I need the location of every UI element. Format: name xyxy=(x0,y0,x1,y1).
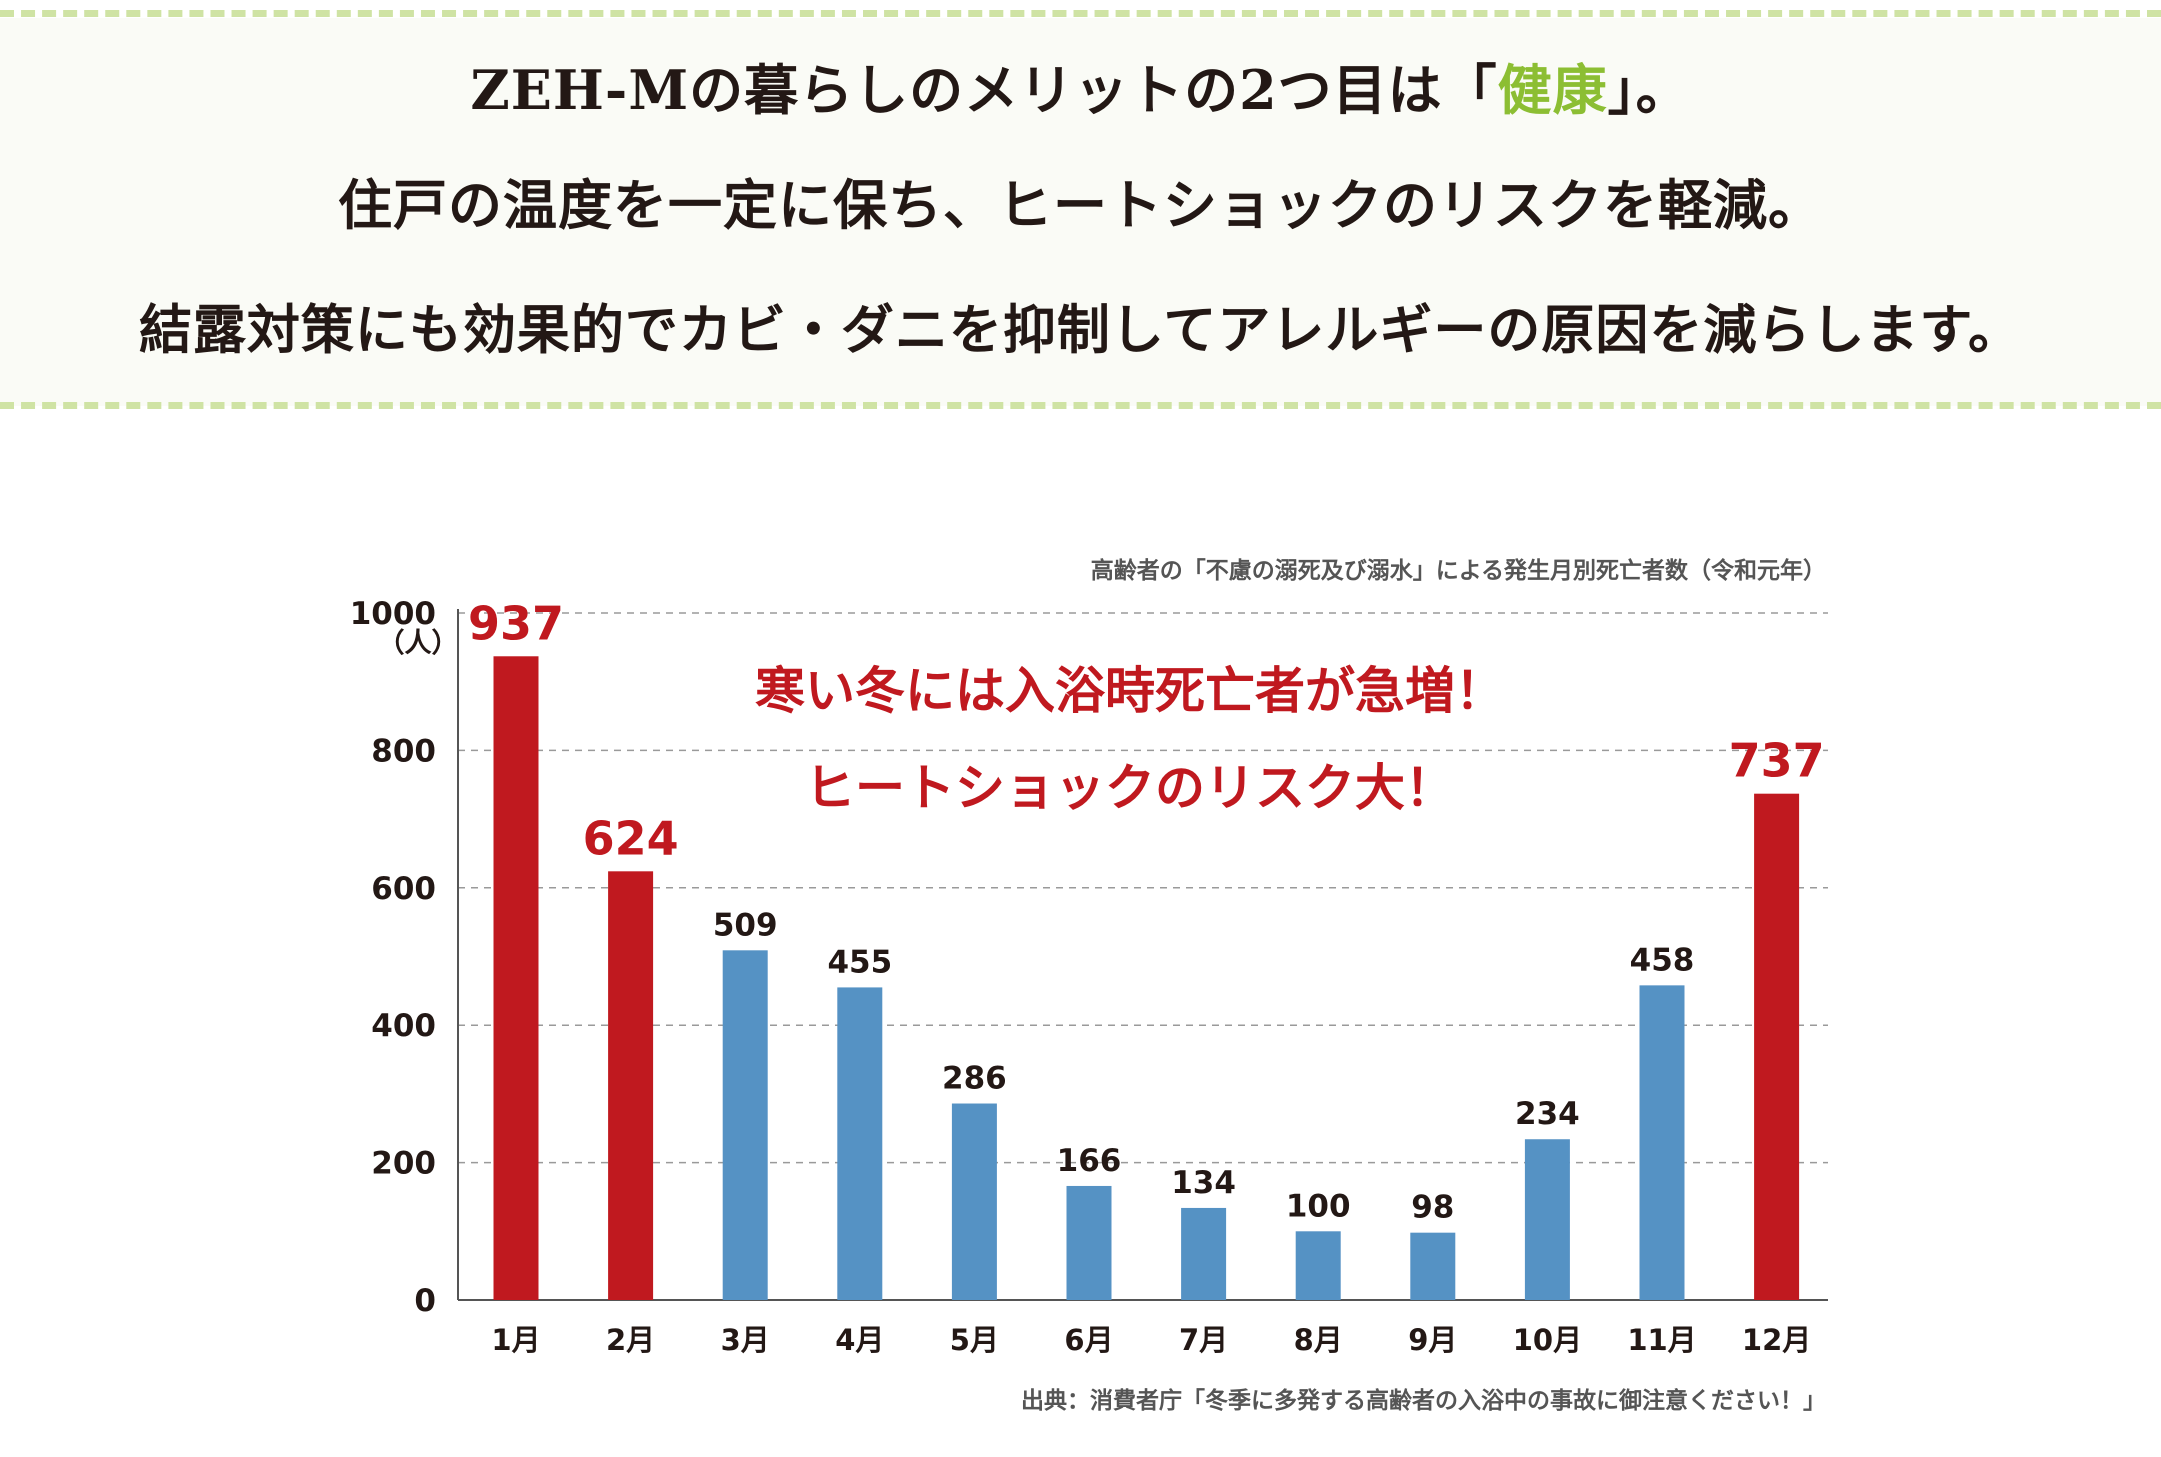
y-tick-label: 0 xyxy=(414,1283,436,1319)
y-tick-label: 800 xyxy=(371,733,436,769)
headline-accent-health: 健康 xyxy=(1497,58,1608,122)
x-tick-label: 1月 xyxy=(491,1323,540,1357)
bar xyxy=(1754,793,1800,1300)
x-tick-label: 10月 xyxy=(1513,1323,1582,1357)
bar xyxy=(1066,1185,1112,1300)
bar xyxy=(1524,1139,1570,1300)
bar-value-label: 737 xyxy=(1729,734,1825,788)
annotation-line-1: 寒い冬には入浴時死亡者が急増！ xyxy=(755,662,1505,720)
bar xyxy=(1639,985,1685,1300)
y-tick-label: 600 xyxy=(371,871,436,907)
bar xyxy=(608,871,654,1300)
headline-line-1: ZEH-Mの暮らしのメリットの2つ目は「健康」。 xyxy=(0,55,2161,125)
annotation-line-2: ヒートショックのリスク大！ xyxy=(805,759,1455,817)
x-tick-label: 12月 xyxy=(1742,1323,1811,1357)
bar-value-label: 624 xyxy=(583,811,679,865)
headline-band xyxy=(0,18,2161,406)
bar xyxy=(1410,1232,1456,1300)
bar-value-label: 455 xyxy=(827,944,892,980)
chart-source-note: 出典：消費者庁「冬季に多発する高齢者の入浴中の事故に御注意ください！」 xyxy=(1021,1387,1826,1414)
chart-title: 高齢者の「不慮の溺死及び溺水」による発生月別死亡者数（令和元年） xyxy=(1091,557,1826,584)
x-tick-label: 7月 xyxy=(1179,1323,1228,1357)
y-tick-label: 200 xyxy=(371,1146,436,1182)
bar xyxy=(951,1103,997,1300)
x-tick-label: 3月 xyxy=(721,1323,770,1357)
bar xyxy=(1295,1231,1341,1300)
y-axis-unit-label: （人） xyxy=(378,628,459,659)
bottom-dashed-divider xyxy=(0,402,2161,409)
top-dashed-divider xyxy=(0,10,2161,17)
bar-value-label: 166 xyxy=(1057,1143,1122,1179)
x-tick-label: 2月 xyxy=(606,1323,655,1357)
bar-value-label: 286 xyxy=(942,1061,1007,1097)
headline-line-1-end: 」。 xyxy=(1607,58,1691,122)
x-tick-label: 5月 xyxy=(950,1323,999,1357)
headline-line-2: 住戸の温度を一定に保ち、ヒートショックのリスクを軽減。 xyxy=(338,173,1823,237)
x-tick-label: 11月 xyxy=(1627,1323,1696,1357)
x-tick-label: 4月 xyxy=(835,1323,884,1357)
y-tick-label: 400 xyxy=(371,1008,436,1044)
x-tick-label: 9月 xyxy=(1408,1323,1457,1357)
bar xyxy=(493,656,539,1300)
headline-line-1-text: ZEH-Mの暮らしのメリットの2つ目は「 xyxy=(470,58,1498,122)
bar xyxy=(1181,1207,1227,1300)
headline-line-3: 結露対策にも効果的でカビ・ダニを抑制してアレルギーの原因を減らします。 xyxy=(138,299,2023,361)
bar-value-label: 98 xyxy=(1411,1190,1454,1226)
bar-value-label: 458 xyxy=(1630,942,1695,978)
bar xyxy=(722,950,768,1300)
bar-value-label: 937 xyxy=(468,596,564,650)
bar xyxy=(837,987,883,1300)
bar-value-label: 234 xyxy=(1515,1096,1580,1132)
bar-value-label: 100 xyxy=(1286,1188,1351,1224)
bar-value-label: 509 xyxy=(713,907,778,943)
y-tick-label: 1000 xyxy=(350,596,436,632)
x-tick-label: 6月 xyxy=(1064,1323,1113,1357)
x-tick-label: 8月 xyxy=(1294,1323,1343,1357)
bar-value-label: 134 xyxy=(1171,1165,1236,1201)
